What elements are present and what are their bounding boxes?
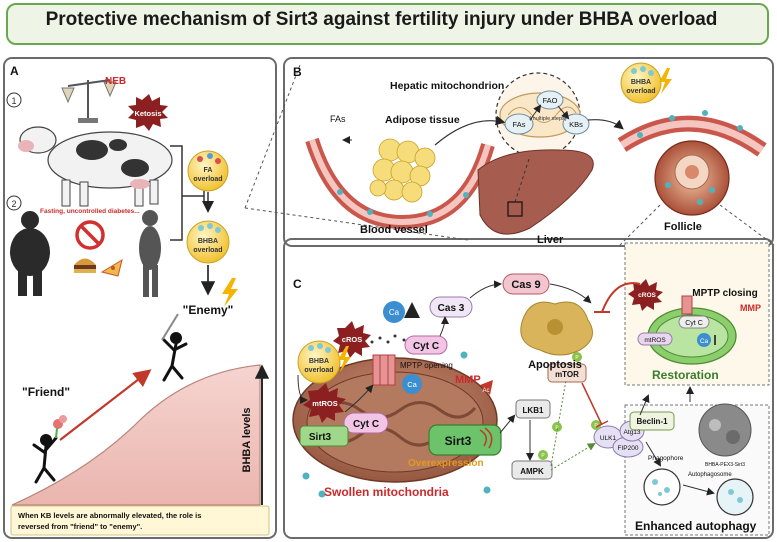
fas-left-label: FAs [330,114,346,124]
fa-overload-line2: overload [193,176,222,183]
prohibited-icon [77,222,103,248]
neb-label: NEB [105,76,126,87]
note-line-1: When KB levels are abnormally elevated, … [18,511,201,520]
fao-label: FAO [542,96,557,105]
autophagosome-icon [717,479,753,515]
cytc-top-label: Cyt C [413,341,439,352]
phagophore-label: Phagophore [648,455,684,462]
mmp-down-label: MMP [455,374,481,386]
person-slim-icon [139,210,161,297]
cas3-label: Cas 3 [438,303,465,314]
bhba-overload-c-line2: overload [304,367,333,374]
liver-icon [478,150,593,234]
step-2-label: 2 [11,199,16,209]
ulk1-label: ULK1 [600,435,617,442]
sirt3-small-label: Sirt3 [309,432,332,443]
bhba-overload-b-line2: overload [626,88,655,95]
cytc-r-label: Cyt C [685,320,703,327]
panel-a-graphics: A 1 2 NEB Ketosis Fasting, uncontrolled … [7,63,269,535]
ac-label: Ac [482,388,489,394]
bhba-levels-label: BHBA levels [241,407,253,472]
ketosis-label: Ketosis [134,109,161,118]
adipose-tissue-label: Adipose tissue [385,114,460,126]
mtros-r-label: mtROS [644,337,666,344]
fa-overload-line1: FA [204,167,213,174]
ca-r-label: Ca [700,338,709,345]
lightning-icon-b [659,68,672,94]
overexpression-label: Overexpression [408,458,484,469]
enemy-figure-icon [164,332,186,380]
ampk-label: AMPK [520,467,544,476]
cas9-label: Cas 9 [511,279,540,291]
mptp-closing-label: MPTP closing [692,288,757,299]
enemy-label: "Enemy" [183,303,234,317]
multiple-steps-label: (multiple steps) [529,116,566,122]
lkb1-label: LKB1 [523,406,544,415]
adipose-tissue-icon [370,139,435,202]
ca-top-label: Ca [389,308,400,317]
fas-mito-label: FAs [513,120,526,129]
panel-b-graphics: B [293,63,762,246]
cros-label: cROS [342,335,362,344]
bhba-overload-a-line1: BHBA [198,238,218,245]
mptp-pore-icon [373,355,395,385]
mptp-opening-label: MPTP opening [400,361,453,370]
em-image-icon [699,404,751,456]
mmp-up-label: MMP [740,303,761,313]
beclin-label: Beclin-1 [636,417,668,426]
enhanced-autophagy-label: Enhanced autophagy [635,519,757,533]
phagophore-icon [644,469,680,505]
autophagosome-label: Autophagosome [688,472,732,478]
note-line-2: reversed from "friend" to "enemy". [18,522,142,531]
swollen-mito-label: Swollen mitochondria [324,485,449,499]
cytc-inner-label: Cyt C [353,419,379,430]
fasting-label: Fasting, uncontrolled diabetes... [40,208,140,215]
kbs-label: KBs [569,120,583,129]
bhba-overload-b-line1: BHBA [631,79,651,86]
burger-pizza-icon [74,259,122,277]
panel-a-letter: A [10,64,19,78]
restoration-label: Restoration [652,368,719,382]
fip200-label: FIP200 [618,445,639,452]
step-1-label: 1 [11,96,16,106]
sirt3-big-label: Sirt3 [445,434,472,448]
panel-c-letter: C [293,277,302,291]
liver-label: Liver [537,234,564,246]
flower-icon [53,415,67,438]
hepatic-mito-label: Hepatic mitochondrion [390,80,504,92]
ca-inner-label: Ca [407,380,417,389]
friend-label: "Friend" [22,385,70,399]
follicle-label: Follicle [664,221,702,233]
cros-r-label: cROS [638,292,656,299]
blood-vessel-label: Blood vessel [360,224,428,236]
em-label: BHBA-PEX3-Sirt3 [705,462,745,468]
mtros-label: mtROS [312,399,337,408]
cow-icon [18,127,172,206]
bhba-overload-a-line2: overload [193,247,222,254]
bhba-overload-c-line1: BHBA [309,358,329,365]
person-obese-icon [10,211,50,296]
mtor-label: mTOR [555,370,579,379]
friend-figure-icon [34,434,56,482]
panel-c-graphics: C cROS MPTP closing MMP Cyt C mtROS Ca R… [293,243,769,535]
atg13-label: Atg13 [624,429,641,436]
panel-b-letter: B [293,65,302,79]
